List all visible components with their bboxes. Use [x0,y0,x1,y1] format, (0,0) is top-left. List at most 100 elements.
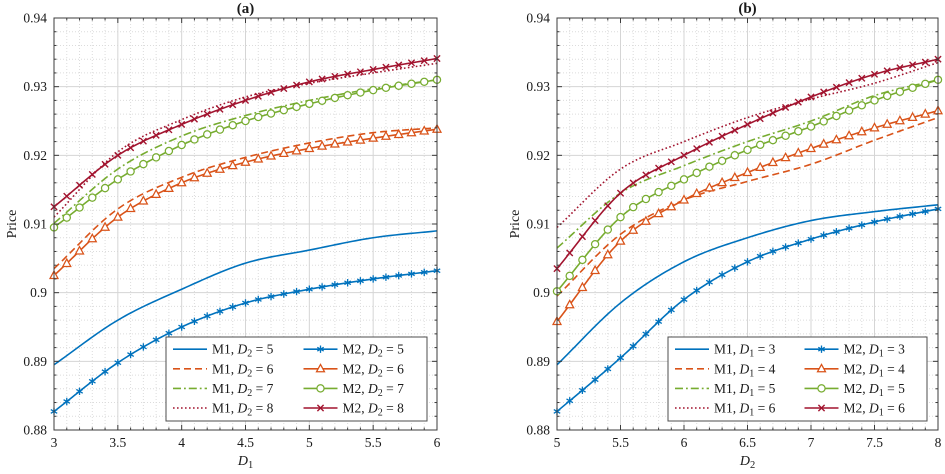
x-marker [190,115,199,123]
circle-marker [817,384,826,393]
circle-marker [62,213,71,222]
circle-marker [654,187,663,197]
series-a-m2-d2-7 [49,75,442,232]
x-tick-label: 3 [51,435,58,450]
circle-marker [317,96,327,106]
x-marker [88,170,96,179]
legend-label: M1, D2 = 5 [212,342,274,360]
triangle-marker [304,142,315,153]
asterisk-marker [629,342,637,350]
triangle-marker [742,166,753,177]
triangle-marker [125,202,136,213]
circle-marker [215,125,225,134]
asterisk-marker [395,271,403,280]
series-markers-b-m2-d1-3 [553,205,942,416]
asterisk-marker [604,365,612,373]
triangle-marker [368,132,379,142]
legend-label: M1, D2 = 7 [212,381,274,399]
x-marker [820,88,828,96]
x-marker [642,171,650,179]
asterisk-marker [909,210,917,218]
triangle-marker [717,176,728,187]
x-marker [178,120,186,129]
x-marker [693,145,701,153]
triangle-marker [176,177,187,187]
triangle-marker [163,182,174,193]
asterisk-marker [254,295,262,304]
asterisk-marker [76,387,84,396]
circle-marker [177,140,186,150]
asterisk-marker [642,330,650,338]
y-tick-label: 0.89 [526,354,550,369]
x-marker [216,105,224,113]
asterisk-marker [356,277,364,285]
series-a-m1-d2-8 [53,62,438,218]
circle-marker [190,135,199,144]
x-marker [139,137,147,145]
x-tick-label: 8 [935,435,942,450]
legend-entry-a-m2-d2-8: M2, D2 = 8 [303,401,404,419]
legend-entry-b-m2-d1-3: M2, D1 = 3 [804,342,905,360]
circle-marker [292,102,301,112]
asterisk-marker [832,227,840,236]
asterisk-marker [114,359,122,367]
series-markers-a-m2-d2-5 [50,266,441,416]
chart-b: 5 5.5 6 6.5 7 7.5 8 0.88 0.89 0.9 0.91 0.92 0.93 0.94… [508,1,944,471]
circle-marker [819,117,828,126]
triangle-marker [406,127,417,137]
y-tick-label: 0.94 [23,11,47,26]
legend-entry-b-m1-d1-5: M1, D1 = 5 [675,381,776,399]
legend-label: M1, D1 = 5 [714,381,776,399]
asterisk-marker [127,350,135,359]
triangle-marker [278,147,289,158]
asterisk-marker [817,345,826,353]
circle-marker [692,168,701,178]
x-marker [114,151,122,159]
triangle-marker [590,264,601,275]
circle-marker [908,83,917,93]
circle-marker [717,156,727,166]
y-axis-label: Price [5,210,20,239]
triangle-marker [816,363,827,373]
legend: M1, D2 = 5M1, D2 = 6 M1, D2 = 7 M1, D2 = 8… [165,336,428,422]
triangle-marker [240,156,251,166]
legend-entry-a-m2-d2-7: M2, D2 = 7 [303,381,404,399]
y-tick-label: 0.93 [23,79,47,94]
x-marker [280,84,288,93]
circle-marker [921,79,930,89]
asterisk-marker [101,367,109,376]
legend: M1, D1 = 3M1, D1 = 4 M1, D1 = 5 M1, D1 = 6… [667,336,928,422]
y-tick-label: 0.92 [23,148,47,163]
x-tick-label: 5.5 [365,435,382,450]
x-tick-labels: 5 5.5 6 6.5 7 7.5 8 [554,435,942,450]
triangle-marker [691,187,702,198]
legend-entry-a-m1-d2-5: M1, D2 = 5 [173,342,274,360]
x-tick-label: 5 [554,435,561,450]
x-marker [356,68,364,76]
circle-marker [151,153,161,162]
circle-marker [844,106,854,115]
asterisk-marker [566,397,574,405]
legend-entry-a-m1-d2-7: M1, D2 = 7 [173,381,274,399]
circle-marker [679,175,689,184]
circle-marker [202,130,212,139]
series-b-m2-d1-6 [553,55,942,273]
circle-marker [628,202,638,212]
x-marker [794,98,802,106]
legend-entry-b-m2-d1-5: M2, D1 = 5 [804,381,905,399]
x-tick-label: 6.5 [739,435,756,450]
x-tick-label: 4 [178,435,185,450]
x-marker [845,79,853,87]
x-marker [420,57,428,65]
series-line-b-m1-d1-3 [556,203,939,366]
triangle-marker [214,163,226,173]
asterisk-marker [382,273,390,281]
circle-marker [381,83,391,93]
circle-marker [743,145,752,155]
triangle-marker [74,245,85,255]
x-marker [616,189,625,197]
x-marker [566,249,574,257]
x-marker [667,158,675,166]
triangle-marker [61,257,72,268]
circle-marker [241,116,250,126]
